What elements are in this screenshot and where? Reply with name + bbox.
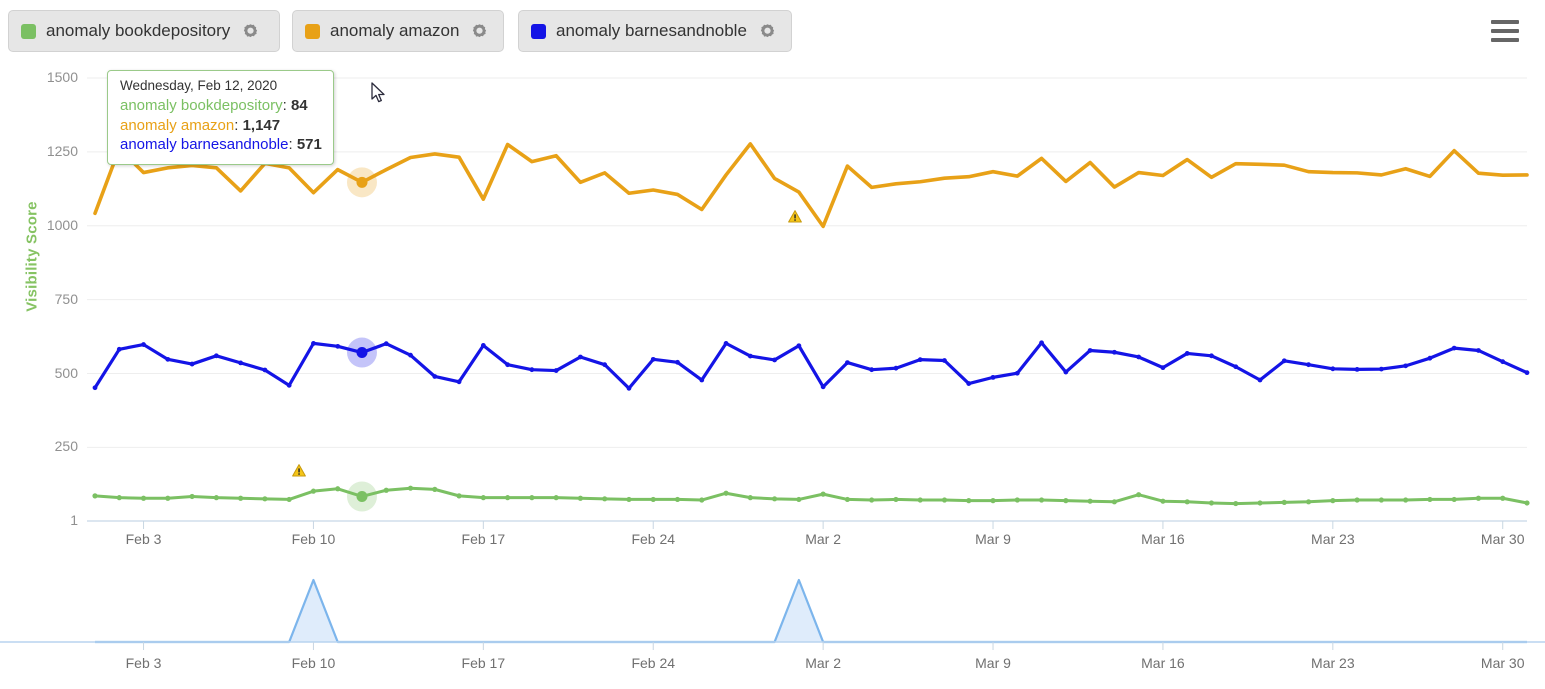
x-axis-tick-label: Mar 30 [1480, 531, 1525, 547]
legend-color-swatch [531, 23, 546, 39]
legend-item-1[interactable]: anomaly amazon [292, 10, 504, 52]
tooltip-series-name: anomaly amazon [120, 116, 235, 134]
tooltip-separator: : [288, 136, 297, 153]
legend-item-2[interactable]: anomaly barnesandnoble [518, 10, 792, 52]
legend-item-label: anomaly bookdepository [46, 21, 231, 40]
legend-item-0[interactable]: anomaly bookdepository [8, 10, 280, 52]
y-axis-tick-label: 1500 [46, 69, 78, 85]
tooltip-rows: anomaly bookdepository: 84 anomaly amazon… [120, 96, 322, 155]
y-axis-tick-label: 1000 [46, 216, 78, 233]
tooltip-row-2: anomaly barnesandnoble: 571 [120, 135, 322, 155]
warning-icon[interactable] [788, 210, 802, 228]
navigator-x-tick-label: Mar 9 [975, 655, 1011, 671]
legend-item-label: anomaly amazon [330, 21, 460, 40]
tooltip-series-value: 1,147 [242, 116, 281, 134]
navigator-x-tick-label: Mar 2 [805, 655, 842, 671]
warning-icon[interactable] [292, 464, 306, 482]
y-axis-tick-label: 1250 [46, 142, 78, 159]
x-axis-tick-label: Mar 23 [1311, 531, 1355, 547]
x-axis-tick-label: Feb 24 [631, 531, 676, 547]
legend-color-swatch [21, 23, 36, 39]
navigator-x-tick-label: Feb 24 [631, 655, 676, 671]
menu-bar-1 [1491, 20, 1519, 24]
menu-bar-2 [1491, 29, 1519, 33]
tooltip-series-value: 571 [296, 136, 322, 153]
y-axis-tick-label: 1 [70, 512, 78, 528]
navigator-x-tick-label: Feb 17 [461, 655, 506, 671]
tooltip-series-value: 84 [290, 97, 308, 114]
x-axis-tick-label: Feb 3 [125, 531, 162, 547]
legend-color-swatch [305, 23, 320, 39]
hamburger-menu-icon[interactable] [1491, 20, 1519, 42]
y-axis-tick-label: 250 [54, 438, 78, 455]
x-axis-tick-label: Mar 9 [975, 531, 1011, 547]
x-axis-tick-label: Feb 17 [461, 531, 506, 547]
tooltip-series-name: anomaly bookdepository [120, 97, 283, 114]
tooltip-series-name: anomaly barnesandnoble [120, 136, 289, 153]
navigator-x-tick-label: Feb 10 [291, 655, 336, 671]
y-axis-tick-label: 750 [54, 290, 78, 307]
navigator-x-tick-label: Mar 16 [1141, 655, 1185, 671]
series-0[interactable] [92, 481, 1530, 512]
tooltip-separator: : [282, 97, 291, 114]
chart-tooltip: Wednesday, Feb 12, 2020 anomaly bookdepo… [107, 70, 334, 165]
tooltip-row-0: anomaly bookdepository: 84 [120, 96, 322, 116]
gear-icon[interactable] [242, 23, 259, 40]
series-2[interactable] [92, 337, 1530, 391]
menu-bar-3 [1491, 38, 1519, 42]
tooltip-date: Wednesday, Feb 12, 2020 [120, 78, 278, 93]
navigator-x-tick-label: Mar 30 [1480, 655, 1525, 671]
x-axis-tick-label: Mar 16 [1141, 531, 1185, 547]
y-axis-title: Visibility Score [23, 201, 41, 312]
chart-navigator[interactable] [0, 552, 1545, 684]
tooltip-separator: : [234, 116, 243, 134]
mouse-pointer-icon [371, 82, 387, 109]
y-axis-tick-label: 500 [54, 364, 78, 381]
gear-icon[interactable] [471, 23, 488, 40]
series-1[interactable] [93, 142, 1529, 229]
x-axis-tick-label: Feb 10 [291, 531, 336, 547]
navigator-x-tick-label: Mar 23 [1311, 655, 1355, 671]
navigator-svg[interactable] [0, 552, 1545, 684]
x-axis-tick-label: Mar 2 [805, 531, 842, 547]
chart-legend: anomaly bookdepository anomaly amazon anom… [0, 0, 1545, 62]
tooltip-row-1: anomaly amazon: 1,147 [120, 116, 322, 136]
gear-icon[interactable] [759, 23, 776, 40]
legend-item-label: anomaly barnesandnoble [556, 21, 747, 40]
navigator-x-tick-label: Feb 3 [125, 655, 162, 671]
